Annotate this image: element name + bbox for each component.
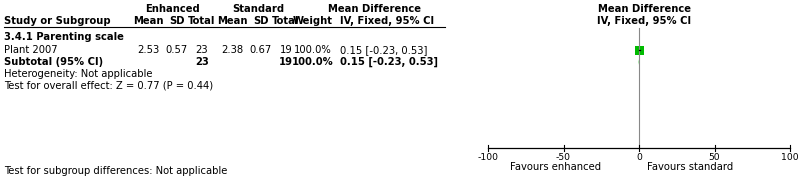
Text: SD: SD	[170, 16, 185, 26]
Text: 19: 19	[280, 45, 292, 55]
Text: 0.15 [-0.23, 0.53]: 0.15 [-0.23, 0.53]	[340, 45, 427, 55]
Text: 0: 0	[636, 153, 642, 161]
Text: 3.4.1 Parenting scale: 3.4.1 Parenting scale	[4, 32, 124, 42]
Text: 100: 100	[781, 153, 799, 161]
Text: Mean: Mean	[133, 16, 163, 26]
Polygon shape	[638, 58, 640, 66]
Text: 100.0%: 100.0%	[294, 45, 332, 55]
Text: Standard: Standard	[232, 4, 284, 14]
Text: Test for overall effect: Z = 0.77 (P = 0.44): Test for overall effect: Z = 0.77 (P = 0…	[4, 80, 213, 90]
Text: Mean Difference: Mean Difference	[329, 4, 422, 14]
Text: Weight: Weight	[293, 16, 333, 26]
Text: 0.15 [-0.23, 0.53]: 0.15 [-0.23, 0.53]	[340, 57, 438, 67]
Text: Study or Subgroup: Study or Subgroup	[4, 16, 110, 26]
Text: Subtotal (95% CI): Subtotal (95% CI)	[4, 57, 103, 67]
Text: Heterogeneity: Not applicable: Heterogeneity: Not applicable	[4, 69, 153, 79]
Text: 100.0%: 100.0%	[292, 57, 334, 67]
Bar	[634, 45, 644, 54]
Text: 2.53: 2.53	[137, 45, 159, 55]
Text: Favours enhanced: Favours enhanced	[510, 162, 602, 172]
Text: 23: 23	[196, 45, 208, 55]
Text: 23: 23	[195, 57, 209, 67]
Text: Enhanced: Enhanced	[145, 4, 199, 14]
Text: Mean: Mean	[217, 16, 247, 26]
Text: IV, Fixed, 95% CI: IV, Fixed, 95% CI	[340, 16, 434, 26]
Text: 2.38: 2.38	[221, 45, 243, 55]
Text: Total: Total	[272, 16, 300, 26]
Text: 19: 19	[279, 57, 293, 67]
Text: Favours standard: Favours standard	[646, 162, 733, 172]
Text: 0.57: 0.57	[166, 45, 188, 55]
Text: Plant 2007: Plant 2007	[4, 45, 58, 55]
Text: 0.67: 0.67	[250, 45, 272, 55]
Text: Total: Total	[188, 16, 216, 26]
Text: IV, Fixed, 95% CI: IV, Fixed, 95% CI	[597, 16, 691, 26]
Text: -100: -100	[478, 153, 498, 161]
Text: 50: 50	[709, 153, 720, 161]
Text: Test for subgroup differences: Not applicable: Test for subgroup differences: Not appli…	[4, 166, 227, 176]
Text: Mean Difference: Mean Difference	[598, 4, 690, 14]
Text: SD: SD	[254, 16, 269, 26]
Text: -50: -50	[556, 153, 571, 161]
